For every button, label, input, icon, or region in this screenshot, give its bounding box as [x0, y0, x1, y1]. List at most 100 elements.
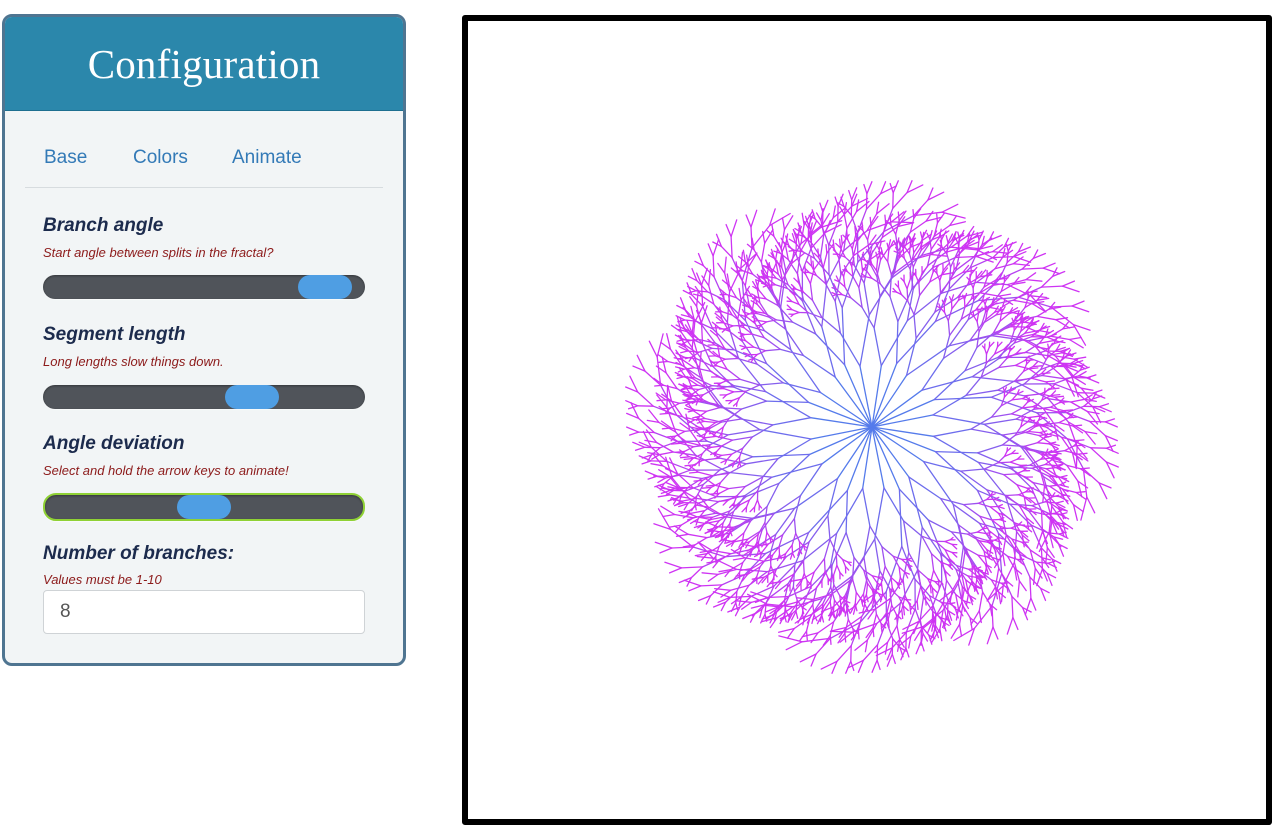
- fractal-segment: [993, 627, 998, 639]
- fractal-segment: [792, 310, 799, 313]
- branch-angle-slider-thumb[interactable]: [298, 275, 352, 299]
- fractal-segment: [837, 488, 863, 533]
- fractal-segment: [793, 565, 794, 587]
- fractal-segment: [721, 246, 732, 257]
- fractal-segment: [731, 220, 737, 237]
- fractal-segment: [742, 348, 746, 350]
- fractal-segment: [1075, 440, 1084, 441]
- fractal-segment: [670, 568, 682, 573]
- fractal-segment: [636, 447, 645, 450]
- angle-deviation-slider[interactable]: [43, 493, 365, 521]
- tab-base[interactable]: Base: [44, 147, 87, 169]
- fractal-segment: [690, 503, 699, 510]
- branch-angle-slider[interactable]: [43, 275, 365, 299]
- fractal-segment: [694, 460, 703, 465]
- fractal-segment: [986, 306, 987, 311]
- fractal-segment: [961, 469, 985, 471]
- fractal-segment: [873, 628, 874, 637]
- fractal-segment: [684, 580, 701, 586]
- fractal-segment: [885, 566, 891, 577]
- fractal-segment: [966, 390, 998, 395]
- fractal-segment: [814, 559, 824, 572]
- fractal-segment: [712, 348, 734, 349]
- fractal-segment: [928, 520, 941, 553]
- fractal-segment: [1004, 474, 1016, 475]
- fractal-segment: [746, 321, 767, 364]
- fractal-segment: [853, 557, 854, 579]
- fractal-segment: [695, 410, 706, 411]
- fractal-segment: [837, 565, 840, 572]
- fractal-segment: [935, 301, 978, 322]
- fractal-segment: [820, 203, 823, 212]
- fractal-segment: [817, 213, 821, 221]
- fractal-segment: [875, 488, 884, 539]
- fractal-segment: [907, 289, 908, 301]
- fractal-segment: [1048, 533, 1059, 544]
- fractal-segment: [856, 592, 861, 599]
- fractal-segment: [978, 308, 979, 313]
- configuration-title: Configuration: [88, 40, 321, 88]
- number-of-branches-input[interactable]: [43, 590, 365, 634]
- fractal-segment: [856, 233, 857, 242]
- fractal-segment: [942, 212, 965, 218]
- fractal-segment: [1026, 273, 1036, 280]
- fractal-segment: [672, 547, 693, 548]
- fractal-segment: [773, 418, 811, 425]
- fractal-segment: [752, 226, 770, 248]
- fractal-segment: [1040, 431, 1047, 433]
- fractal-segment: [1026, 280, 1042, 282]
- fractal-segment: [746, 483, 779, 496]
- fractal-segment: [945, 542, 952, 545]
- fractal-segment: [783, 218, 785, 230]
- fractal-segment: [905, 596, 910, 605]
- fractal-canvas[interactable]: [462, 15, 1272, 825]
- tab-animate[interactable]: Animate: [232, 147, 302, 169]
- segment-length-slider[interactable]: [43, 385, 365, 409]
- tab-colors[interactable]: Colors: [133, 147, 188, 169]
- fractal-segment: [627, 427, 639, 432]
- fractal-segment: [1051, 307, 1073, 325]
- fractal-segment: [648, 476, 657, 479]
- fractal-segment: [897, 322, 936, 364]
- fractal-segment: [964, 505, 980, 517]
- fractal-segment: [811, 418, 872, 427]
- fractal-segment: [1072, 301, 1084, 306]
- fractal-segment: [743, 545, 755, 547]
- fractal-segment: [934, 570, 939, 579]
- fractal-segment: [1030, 577, 1031, 598]
- fractal-segment: [1099, 407, 1111, 412]
- fractal-segment: [645, 371, 661, 385]
- fractal-segment: [657, 334, 663, 357]
- fractal-segment: [836, 553, 837, 565]
- segment-length-help: Long lengths slow things down.: [43, 354, 224, 369]
- fractal-segment: [853, 277, 859, 288]
- fractal-segment: [914, 315, 916, 339]
- fractal-segment: [933, 436, 978, 462]
- fractal-segment: [883, 255, 888, 262]
- fractal-segment: [948, 600, 955, 609]
- fractal-segment: [786, 642, 802, 650]
- fractal-segment: [930, 570, 933, 584]
- fractal-segment: [1022, 268, 1043, 269]
- fractal-segment: [1028, 416, 1038, 417]
- fractal-segment: [713, 239, 719, 256]
- fractal-segment: [977, 529, 982, 532]
- fractal-segment: [1004, 475, 1017, 485]
- segment-length-slider-thumb[interactable]: [225, 385, 279, 409]
- fractal-segment: [989, 307, 1001, 309]
- fractal-segment: [655, 542, 672, 548]
- fractal-segment: [702, 573, 718, 575]
- angle-deviation-slider-thumb[interactable]: [177, 495, 231, 519]
- fractal-segment: [992, 606, 993, 627]
- fractal-segment: [785, 216, 793, 230]
- fractal-segment: [858, 630, 859, 639]
- fractal-segment: [766, 392, 811, 418]
- fractal-segment: [990, 507, 998, 513]
- fractal-segment: [946, 236, 948, 243]
- fractal-segment: [906, 648, 909, 657]
- fractal-segment: [920, 282, 930, 295]
- fractal-segment: [1087, 378, 1099, 383]
- fractal-segment: [753, 321, 758, 322]
- fractal-segment: [1087, 375, 1096, 378]
- fractal-segment: [977, 532, 985, 533]
